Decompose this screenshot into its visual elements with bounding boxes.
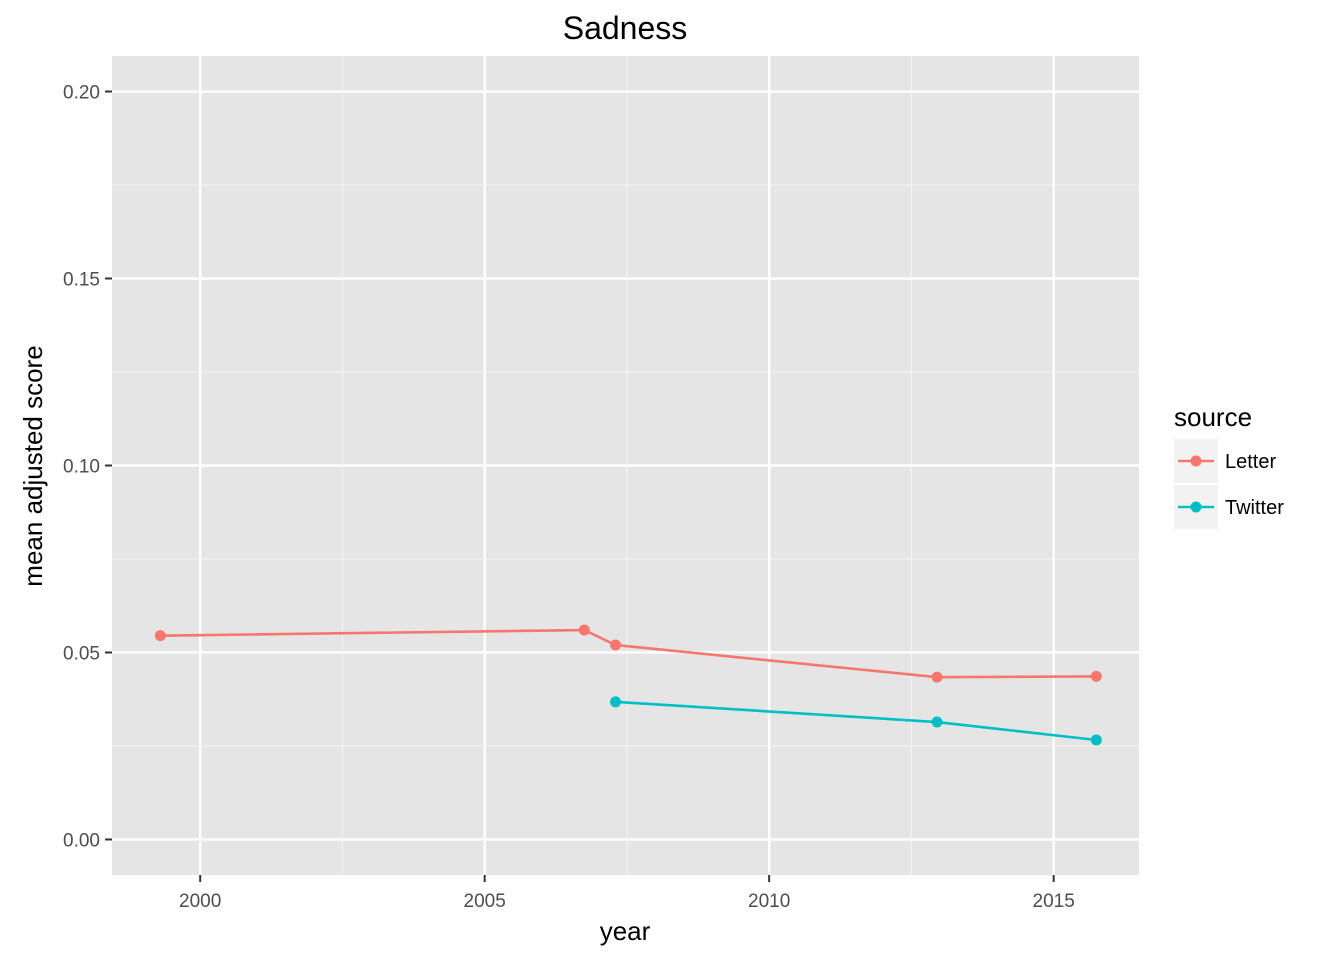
data-point-twitter (1090, 734, 1102, 746)
major-gridlines (112, 56, 1139, 875)
y-tick-label: 0.00 (63, 830, 100, 851)
data-point-letter (154, 630, 166, 642)
series-layer (154, 624, 1102, 746)
x-tick-label: 2015 (1033, 891, 1075, 912)
legend-title: source (1174, 402, 1252, 432)
y-tick-label: 0.05 (63, 643, 100, 664)
x-tick-label: 2005 (464, 891, 506, 912)
data-point-letter (610, 639, 622, 651)
y-axis: 0.00 0.05 0.10 0.15 0.20 (63, 83, 112, 851)
legend-label-letter: Letter (1225, 451, 1276, 473)
legend-key-point (1190, 455, 1202, 467)
legend: source Letter Twitter (1174, 402, 1284, 529)
chart-title: Sadness (563, 10, 688, 46)
legend-label-twitter: Twitter (1225, 497, 1284, 519)
y-tick-label: 0.10 (63, 457, 100, 478)
x-axis-title: year (600, 916, 651, 946)
data-point-twitter (931, 716, 943, 728)
x-tick-label: 2010 (748, 891, 790, 912)
y-tick-label: 0.20 (63, 83, 100, 104)
legend-key-point (1190, 501, 1202, 513)
y-axis-title: mean adjusted score (18, 345, 48, 586)
data-point-twitter (610, 696, 622, 708)
y-tick-label: 0.15 (63, 270, 100, 291)
x-axis: 2000 2005 2010 2015 (179, 875, 1075, 912)
data-point-letter (1090, 670, 1102, 682)
data-point-letter (931, 671, 943, 683)
data-point-letter (578, 624, 590, 636)
x-tick-label: 2000 (179, 891, 221, 912)
